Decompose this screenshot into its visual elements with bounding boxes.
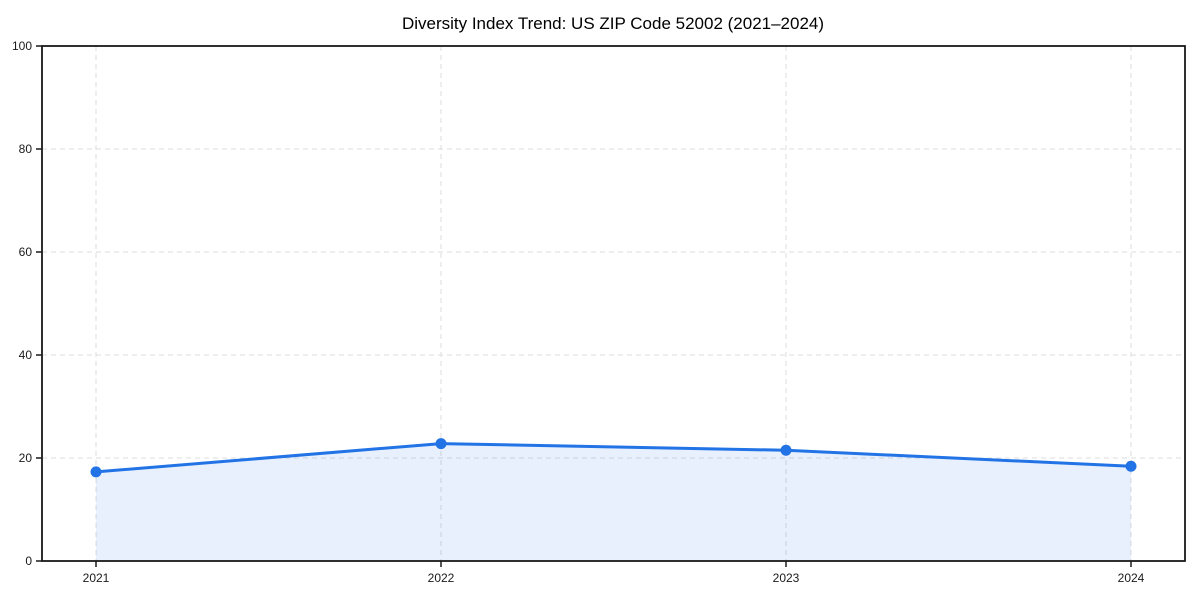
data-point-2021 — [90, 466, 102, 478]
data-point-2022 — [435, 438, 447, 450]
x-tick-label-2022: 2022 — [428, 571, 455, 585]
labels-layer: 0 20 40 60 80 100 2021 2022 2023 2024 — [12, 39, 1145, 585]
y-tick-label-20: 20 — [19, 451, 33, 465]
axes-layer — [36, 45, 1186, 567]
data-point-2024 — [1125, 460, 1137, 472]
trend-line — [94, 442, 1133, 474]
series-layer — [90, 438, 1137, 561]
y-tick-label-0: 0 — [25, 554, 32, 568]
chart-title: Diversity Index Trend: US ZIP Code 52002… — [402, 14, 824, 33]
axis-spine — [41, 45, 1186, 562]
x-tick-label-2021: 2021 — [83, 571, 110, 585]
x-tick-label-2024: 2024 — [1118, 571, 1145, 585]
area-fill — [96, 443, 1131, 561]
y-tick-label-40: 40 — [19, 348, 33, 362]
y-tick-label-100: 100 — [12, 39, 32, 53]
data-point-2023 — [780, 444, 792, 456]
y-tick-label-60: 60 — [19, 245, 33, 259]
y-tick-label-80: 80 — [19, 142, 33, 156]
x-tick-label-2023: 2023 — [773, 571, 800, 585]
